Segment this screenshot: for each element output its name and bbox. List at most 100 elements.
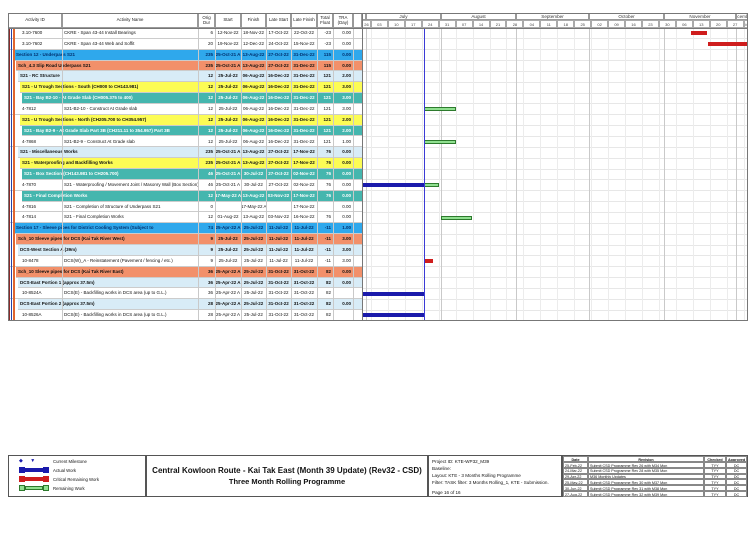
row-group-name: DCS-East Portion 2 (approx 37.5m) xyxy=(20,301,95,307)
revision-cell: DC xyxy=(726,491,747,497)
gantt-row-line xyxy=(362,146,748,148)
row-total-float: -11 xyxy=(324,257,331,263)
row-late-finish: 11-Jul-22 xyxy=(294,247,314,252)
row-late-start: 27-Oct-22 xyxy=(268,160,289,166)
gantt-week-gridline xyxy=(489,28,491,321)
table-column-line xyxy=(353,28,354,321)
row-start: 25-Oct-21 A xyxy=(215,171,241,177)
row-total-float: 121 xyxy=(323,73,331,79)
row-activity-name: CKRE - Span 43-44 Web and Soffit xyxy=(64,40,135,46)
gantt-month-gridline xyxy=(441,28,442,321)
table-row xyxy=(16,266,362,278)
revision-cell: 24-Mar-22 xyxy=(563,467,588,474)
row-late-start: 11-Jul-22 xyxy=(268,225,289,231)
revision-header: Checked xyxy=(704,456,726,462)
table-column-line xyxy=(317,28,318,321)
row-tra: 0.00 xyxy=(342,171,351,177)
gantt-row-line xyxy=(362,168,748,170)
gantt-bar-remaining xyxy=(424,107,456,112)
week-cell: 30 xyxy=(658,20,676,28)
revision-cell: TYY xyxy=(704,491,726,497)
revision-cell: Submit CSD Programme Rev 30 with M37 Mon xyxy=(588,479,704,486)
row-late-finish: 17-Nov-22 xyxy=(293,203,315,209)
gantt-week-gridline xyxy=(743,28,745,321)
gantt-row-line xyxy=(362,70,748,72)
row-start: 25-Jul-22 xyxy=(218,105,238,111)
row-late-finish: 17-Nov-22 xyxy=(293,192,315,198)
column-header: Total Float xyxy=(317,13,333,28)
table-row xyxy=(20,158,362,170)
row-total-float: 82 xyxy=(325,268,331,274)
row-orig-dur: 12 xyxy=(207,214,213,220)
table-column-line xyxy=(198,28,199,321)
gantt-week-gridline xyxy=(557,28,558,321)
title-box: Central Kowloon Route - Kai Tak East (Mo… xyxy=(146,455,428,497)
table-row xyxy=(22,125,362,137)
group-band-strip-3 xyxy=(13,28,15,321)
month-cell: August xyxy=(441,13,516,20)
row-finish: 25-Jul-22 xyxy=(243,268,264,274)
row-total-float: -11 xyxy=(324,236,331,242)
row-tra: 0.00 xyxy=(342,51,351,57)
row-group-name: S21 - U Trough Sections - South (CH000 t… xyxy=(22,84,139,90)
gantt-row-line xyxy=(362,38,748,39)
row-orig-dur: 12 xyxy=(207,138,213,144)
row-orig-dur: 9 xyxy=(210,247,213,252)
row-total-float: -11 xyxy=(324,225,331,231)
row-total-float: 121 xyxy=(323,105,331,111)
gantt-week-gridline xyxy=(692,28,694,321)
row-late-start: 27-Oct-22 xyxy=(268,171,289,177)
row-late-finish: 17-Nov-22 xyxy=(293,160,315,166)
revision-cell: TYY xyxy=(704,485,726,491)
row-orig-dur: 235 xyxy=(205,149,213,155)
row-finish: 06-Aug-22 xyxy=(242,95,265,101)
row-late-finish: 31-Oct-22 xyxy=(293,279,315,285)
revision-cell: Submit CSD Programme Rev 26 with M34 Mon xyxy=(588,462,704,468)
table-row xyxy=(22,93,362,104)
row-finish: 30-Jul-22 xyxy=(244,181,263,187)
row-orig-dur: 12 xyxy=(207,84,213,90)
table-column-line xyxy=(215,28,216,321)
row-finish: 13-Aug-22 xyxy=(242,192,265,198)
gantt-row-line xyxy=(362,179,748,180)
row-tra: 3.00 xyxy=(342,257,351,263)
row-tra: 3.00 xyxy=(342,84,351,90)
gantt-row-line xyxy=(362,92,748,94)
project-info-line: Filter: TASK filter: 3 Months Rolling_1,… xyxy=(432,480,549,486)
row-start: 25-Oct-21 A xyxy=(215,181,240,187)
gantt-week-gridline xyxy=(404,28,406,321)
row-start: 19-Nov-22 xyxy=(217,40,239,46)
row-late-start: 31-Oct-22 xyxy=(268,301,289,307)
gantt-row-line xyxy=(362,222,748,224)
table-column-line xyxy=(333,28,334,321)
row-finish: 25-Jul-22 xyxy=(244,257,263,263)
gantt-row-line xyxy=(362,277,748,278)
gantt-week-gridline xyxy=(709,28,711,321)
week-cell: 18 xyxy=(557,20,575,28)
gantt-week-gridline xyxy=(726,28,728,321)
column-header: Orig Dur xyxy=(198,13,215,28)
gantt-week-gridline xyxy=(387,28,389,321)
row-late-start: 16-Dec-22 xyxy=(267,116,290,122)
week-cell: 27 xyxy=(726,20,744,28)
row-activity-name: S21 - Completion of Structure of Underpa… xyxy=(64,203,161,209)
revision-cell: TYY xyxy=(704,462,726,468)
legend-swatch xyxy=(43,467,49,473)
row-finish: 25-Jul-22 xyxy=(243,279,264,285)
header-bottom-line xyxy=(8,28,748,29)
week-cell: 20 xyxy=(709,20,727,28)
column-header: Late Finish xyxy=(291,13,317,28)
gantt-row-line xyxy=(362,211,748,213)
column-header: Finish xyxy=(241,13,266,28)
row-total-float: 82 xyxy=(325,301,331,307)
row-tra: 0.00 xyxy=(342,181,351,187)
row-orig-dur: 6 xyxy=(210,30,213,35)
programme-title: Central Kowloon Route - Kai Tak East (Mo… xyxy=(152,466,422,475)
row-finish: 06-Aug-22 xyxy=(242,73,265,79)
table-column-line xyxy=(241,28,242,321)
gantt-month-gridline xyxy=(516,28,517,321)
legend-label: Critical Remaining Work xyxy=(53,476,100,482)
row-start: 25-Jul-22 xyxy=(218,127,238,133)
row-finish: 13-Aug-22 xyxy=(242,51,265,57)
